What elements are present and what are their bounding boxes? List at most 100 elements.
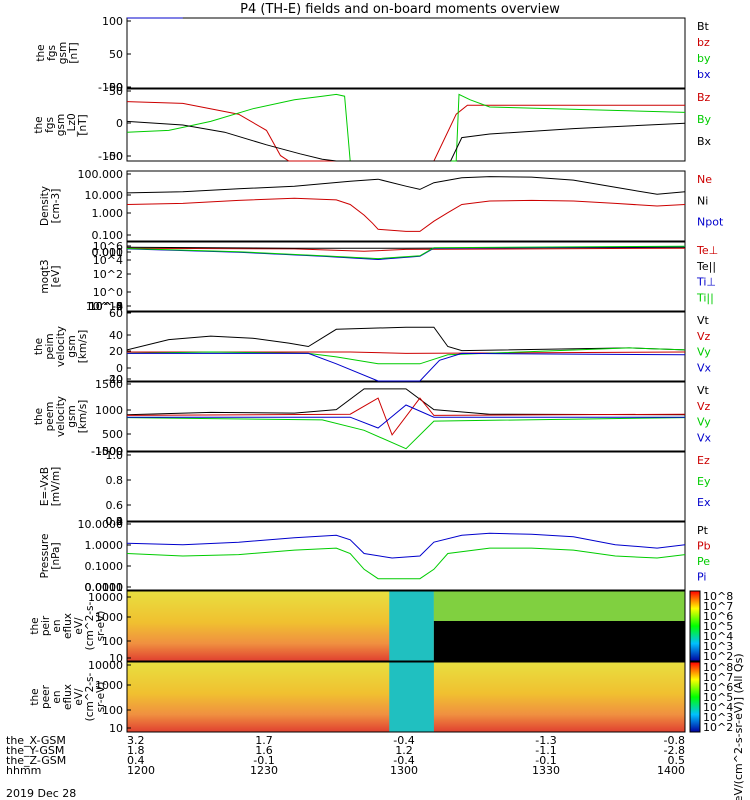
y-tick-label: 10^-2 — [89, 300, 123, 313]
colorbar-tick-label: 10^5 — [703, 620, 733, 633]
ephemeris-value: 3.2 — [127, 734, 145, 747]
legend-entry: by — [697, 52, 711, 65]
y-axis-label: Pressure — [39, 534, 51, 579]
y-axis-label: [nPa] — [50, 542, 62, 569]
y-tick-label: 0.0010 — [85, 581, 124, 594]
colorbar-tick-label: 10^3 — [703, 640, 733, 653]
y-tick-label: 10^10 — [86, 300, 123, 313]
y-axis-label: eflux — [62, 684, 74, 710]
heatmap-green-region — [433, 591, 685, 621]
y-tick-label: -50 — [105, 150, 123, 163]
ephemeris-value: -0.1 — [535, 754, 556, 767]
panel-efield: 1.0 0.8 0.6 0.40.20.0 E=-VxB [mV/m] Ez Ey Ex — [39, 449, 711, 528]
legend-entry: Vt — [697, 314, 710, 327]
legend-entry: Vx — [697, 431, 712, 444]
y-tick-label: 0.010 — [92, 246, 124, 259]
y-axis-label: E=-VxB — [39, 467, 51, 506]
series-line-Te⊥ — [126, 247, 686, 252]
y-axis-label: sr-eV) — [95, 682, 107, 713]
ephemeris-value: -1.1 — [535, 744, 556, 757]
panel-fgs: 100 50 0-50-100 the fgs gsm [nT] Bt bz by bx — [35, 15, 711, 94]
ephemeris-row-label: the_Z-GSM — [6, 754, 66, 767]
y-tick-label: -50 — [105, 81, 123, 94]
y-tick-label: 10000 — [88, 591, 123, 604]
y-tick-label: 10^-4 — [89, 300, 123, 313]
y-tick-label: 1500 — [95, 378, 123, 391]
y-axis-label: [eV] — [50, 266, 62, 288]
series-line-Vt — [126, 388, 686, 416]
y-axis-label: the — [33, 116, 45, 133]
colorbar-tick-label: 10^8 — [703, 661, 733, 674]
y-tick-label: 0.6 — [106, 499, 124, 512]
y-tick-label: 10.0000 — [78, 518, 124, 531]
panel-fgs_dsl: 50 0 -50-100 the fgs gsm _Lz0 [nT] Bz By Bx — [33, 85, 712, 163]
colorbar-tick-label: 10^4 — [703, 701, 733, 714]
y-tick-label: 1000 — [95, 404, 123, 417]
y-tick-label: 10^4 — [93, 254, 123, 267]
y-tick-label: 100 — [102, 704, 123, 717]
y-axis-label: fgs — [44, 117, 56, 133]
y-axis-label: eflux — [62, 613, 74, 639]
y-tick-label: 50 — [109, 48, 123, 61]
y-tick-label: 0.001 — [92, 246, 124, 259]
legend-entry: Ti⊥ — [696, 276, 716, 289]
y-axis-label: peer — [40, 684, 52, 709]
axes-box — [126, 590, 686, 662]
axes-box — [126, 521, 686, 591]
legend-entry: Vx — [697, 361, 712, 374]
legend-entry: Te|| — [696, 260, 716, 273]
y-axis-label: [nT] — [77, 114, 89, 135]
y-axis-label: [cm-3] — [50, 189, 62, 224]
y-tick-label: 10^2 — [93, 268, 123, 281]
y-axis-label: the — [29, 617, 41, 634]
legend-entry: Ey — [697, 475, 711, 488]
heatmap-band — [389, 662, 434, 732]
y-tick-label: -100 — [98, 81, 123, 94]
y-axis-label: gsm — [66, 335, 78, 357]
y-tick-label: 20 — [109, 345, 123, 358]
legend-entry: Ni — [697, 194, 708, 207]
legend-entry: Vy — [697, 416, 711, 429]
colorbar: 10^810^710^610^510^410^310^2 — [689, 590, 733, 663]
ephemeris-value: 1330 — [532, 764, 560, 777]
colorbar: 10^810^710^610^510^410^310^2 — [689, 661, 733, 734]
ephemeris-value: 1.7 — [255, 734, 273, 747]
colorbar-tick-label: 10^7 — [703, 600, 733, 613]
y-axis-label: fgs — [46, 45, 58, 61]
y-tick-label: 0.1000 — [85, 560, 124, 573]
y-axis-label: gsm — [57, 42, 69, 64]
legend-entry: bx — [697, 68, 711, 81]
ephemeris-value: 1230 — [250, 764, 278, 777]
y-tick-label: 100.000 — [78, 168, 124, 181]
y-axis-label: en — [51, 619, 63, 632]
legend-entry: Bx — [697, 135, 712, 148]
series-line-Vx — [127, 352, 686, 382]
legend-entry: Vt — [697, 384, 710, 397]
y-axis-label: [km/s] — [77, 400, 89, 434]
y-axis-label: (cm^2-s- — [84, 672, 96, 721]
y-tick-label: 0 — [116, 362, 123, 375]
panel-temperature: 10^610^410^2 10^010^-210^-410^-610^-810^1… — [39, 240, 718, 313]
y-axis-label: velocity — [55, 326, 67, 367]
series-line-Bx — [126, 120, 686, 162]
series-line-Vy — [126, 417, 686, 450]
y-tick-label: -1500 — [91, 445, 123, 458]
colorbar-tick-label: 10^3 — [703, 711, 733, 724]
ephemeris-value: 1200 — [127, 764, 155, 777]
y-tick-label: -40 — [105, 373, 123, 386]
ephemeris-value: -1.3 — [535, 734, 556, 747]
colorbar-tick-label: 10^8 — [703, 590, 733, 603]
y-tick-label: 0.8 — [106, 474, 124, 487]
y-tick-label: 10000 — [88, 659, 123, 672]
y-tick-label: 1.000 — [92, 207, 124, 220]
y-tick-label: 100 — [102, 635, 123, 648]
y-tick-label: 1.0000 — [85, 539, 124, 552]
ephemeris-value: 1.2 — [395, 744, 413, 757]
series-line-Vx — [127, 404, 685, 429]
ephemeris-value: 0.5 — [668, 754, 686, 767]
y-tick-label: 60 — [109, 307, 123, 320]
ephemeris-row-label: the_X-GSM — [6, 734, 66, 747]
y-tick-label: -20 — [105, 373, 123, 386]
legend-entry: bz — [697, 36, 710, 49]
